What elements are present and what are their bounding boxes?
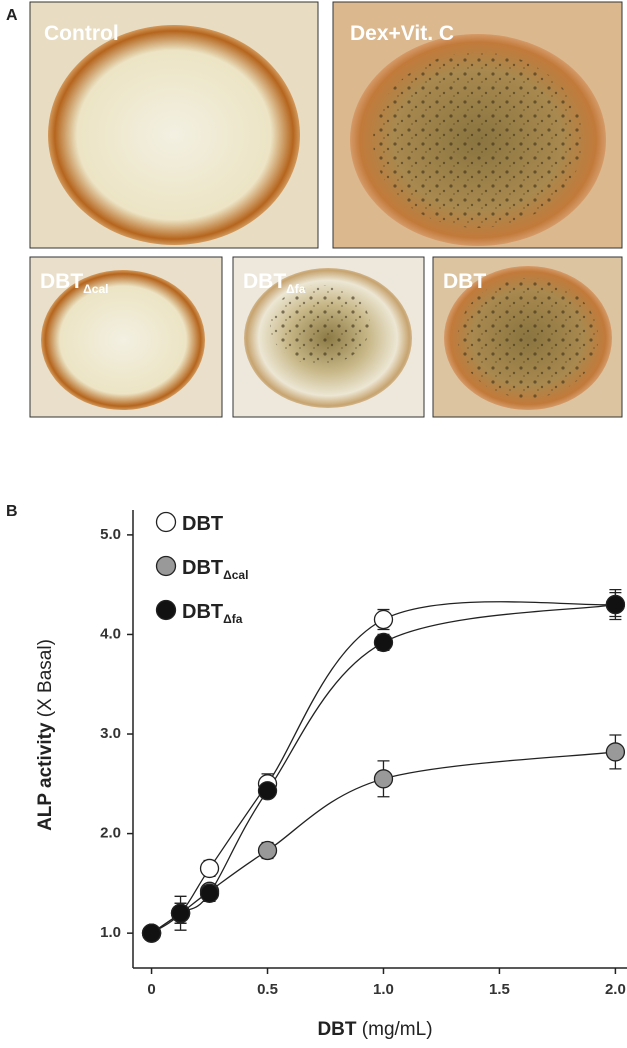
photo-label: Control (44, 22, 119, 45)
data-point (373, 632, 394, 653)
data-point (257, 781, 278, 801)
legend-marker (155, 599, 177, 621)
x-tick-label: 2.0 (605, 981, 626, 998)
x-tick-label: 0 (147, 981, 155, 998)
y-tick-label: 4.0 (100, 625, 121, 642)
data-point (141, 923, 162, 943)
photo-label: DBTΔcal (40, 270, 108, 296)
legend-label: DBTΔcal (182, 557, 248, 582)
photo: Control (29, 1, 319, 249)
legend-marker (155, 555, 177, 577)
y-tick-label: 3.0 (100, 725, 121, 742)
photo-label: DBTΔfa (243, 270, 306, 296)
data-point (373, 769, 394, 789)
y-tick-label: 1.0 (100, 924, 121, 941)
x-tick-label: 1.0 (373, 981, 394, 998)
x-tick-label: 1.5 (489, 981, 510, 998)
legend-name: DBT (182, 601, 223, 623)
photo-label: DBT (443, 270, 486, 293)
y-tick-label: 2.0 (100, 825, 121, 842)
data-point (199, 883, 220, 903)
data-point (199, 858, 220, 879)
legend-label: DBTΔfa (182, 601, 243, 626)
legend-subscript: Δfa (223, 612, 243, 626)
photo: DBTΔcal (29, 256, 223, 418)
data-point (257, 840, 278, 861)
y-tick-label: 5.0 (100, 526, 121, 543)
x-tick-label: 0.5 (257, 981, 278, 998)
y-axis-title: ALP activity (X Basal) (35, 639, 56, 831)
legend-name: DBT (182, 513, 223, 535)
data-point (605, 742, 626, 762)
x-axis-title: DBT (mg/mL) (317, 1019, 432, 1040)
legend-marker (155, 511, 177, 533)
data-point (373, 609, 394, 630)
legend-subscript: Δcal (223, 568, 248, 582)
data-point (605, 594, 626, 615)
photo: Dex+Vit. C (332, 1, 623, 249)
legend-name: DBT (182, 557, 223, 579)
legend-label: DBT (182, 513, 223, 535)
photo: DBT (432, 256, 623, 418)
panel-label: B (6, 503, 18, 520)
data-point (170, 903, 191, 923)
photo-label: Dex+Vit. C (350, 22, 454, 45)
photo: DBTΔfa (232, 256, 425, 418)
panel-label: A (6, 7, 18, 24)
